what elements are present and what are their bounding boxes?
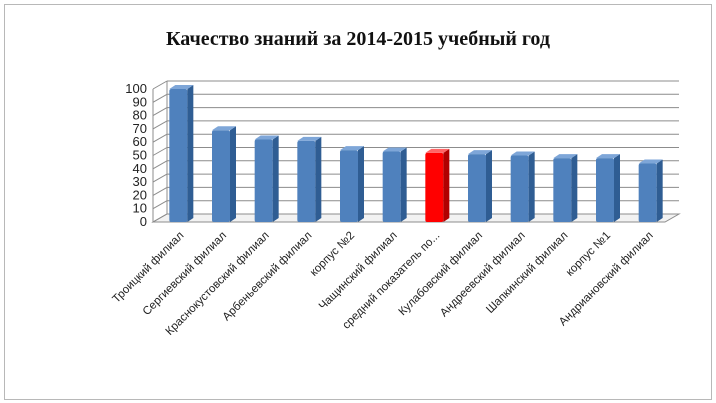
bar xyxy=(169,85,194,222)
bar-side xyxy=(358,146,364,222)
gridline-diagonal xyxy=(152,133,168,143)
x-tick-label: Арбеньевский филиал xyxy=(221,230,315,324)
bar-front xyxy=(596,158,614,222)
x-tick-label: Сергиевский филиал xyxy=(141,230,229,318)
bar xyxy=(553,154,578,222)
bar-side xyxy=(614,154,620,222)
gridline-diagonal xyxy=(152,200,168,210)
bar-front xyxy=(468,154,486,222)
bar-front xyxy=(254,139,273,222)
bar xyxy=(212,126,236,222)
bar-front xyxy=(638,163,657,222)
y-tick-label: 30 xyxy=(133,174,147,189)
bar-top xyxy=(425,148,450,153)
x-tick-label: Троицкий филиал xyxy=(111,230,187,306)
gridline-diagonal xyxy=(152,173,168,183)
bar-side xyxy=(656,159,663,222)
y-tick-label: 40 xyxy=(133,161,147,176)
bar-top xyxy=(510,151,535,156)
bar-side xyxy=(571,154,578,222)
bar-top xyxy=(468,150,492,155)
bar xyxy=(596,154,620,222)
gridline-diagonal xyxy=(152,213,168,223)
gridline-diagonal xyxy=(152,186,168,196)
x-tick-label: Кулабовский филиал xyxy=(397,230,486,319)
x-tick-label: Шапкинский филиал xyxy=(484,230,570,316)
bar xyxy=(468,150,492,222)
gridline-diagonal xyxy=(152,147,168,156)
gridline-diagonal xyxy=(152,80,168,90)
bar xyxy=(382,147,407,222)
bar-front xyxy=(169,89,188,222)
y-tick-label: 90 xyxy=(133,94,147,109)
bar xyxy=(340,146,364,222)
bar xyxy=(638,159,663,222)
grid xyxy=(151,80,681,223)
bar-side xyxy=(443,148,450,222)
gridline-diagonal xyxy=(152,93,168,103)
y-tick-label: 0 xyxy=(140,214,147,229)
bar-top xyxy=(382,147,407,152)
bar-front xyxy=(212,130,230,222)
y-tick-label: 100 xyxy=(125,81,147,96)
bar-top xyxy=(169,85,194,89)
x-tick-label: Андреевский филиал xyxy=(438,230,528,320)
gridline-diagonal xyxy=(152,120,168,130)
bar-top xyxy=(638,159,663,164)
bars xyxy=(169,85,663,222)
bar-side xyxy=(272,135,279,222)
y-tick-label: 60 xyxy=(133,134,147,149)
y-tick-label: 80 xyxy=(133,108,147,123)
bar-side xyxy=(187,85,194,222)
bar-top xyxy=(596,154,620,159)
bar-front xyxy=(340,150,358,222)
bar xyxy=(297,136,322,222)
bar xyxy=(510,151,535,222)
gridline-diagonal xyxy=(152,160,168,170)
bar-side xyxy=(400,147,407,222)
bar-front xyxy=(553,158,572,222)
bar-front xyxy=(382,151,401,222)
bar-front xyxy=(510,155,529,222)
bar-top xyxy=(297,136,322,141)
y-tick-label: 20 xyxy=(133,187,147,202)
bar-front xyxy=(297,140,316,222)
bar-top xyxy=(553,154,578,159)
bar-side xyxy=(486,150,492,222)
bar-side xyxy=(315,136,322,222)
bar xyxy=(254,135,279,222)
bar-top xyxy=(212,126,236,131)
y-tick-label: 70 xyxy=(133,121,147,136)
y-tick-label: 50 xyxy=(133,148,147,163)
x-tick-label: Чащинский филиал xyxy=(317,230,400,313)
chart-title: Качество знаний за 2014-2015 учебный год xyxy=(166,28,550,50)
bar-highlight xyxy=(425,148,450,222)
y-tick-label: 10 xyxy=(133,201,147,216)
bar-top xyxy=(340,146,364,151)
gridline-diagonal xyxy=(152,107,168,117)
bar-top xyxy=(254,135,279,140)
bar-side xyxy=(528,151,535,222)
bar-front xyxy=(425,152,444,222)
bar-side xyxy=(230,126,236,222)
